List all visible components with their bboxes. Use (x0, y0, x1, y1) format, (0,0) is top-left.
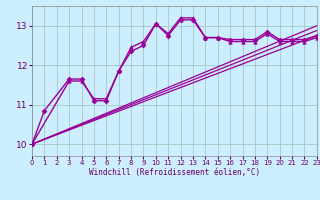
X-axis label: Windchill (Refroidissement éolien,°C): Windchill (Refroidissement éolien,°C) (89, 168, 260, 177)
